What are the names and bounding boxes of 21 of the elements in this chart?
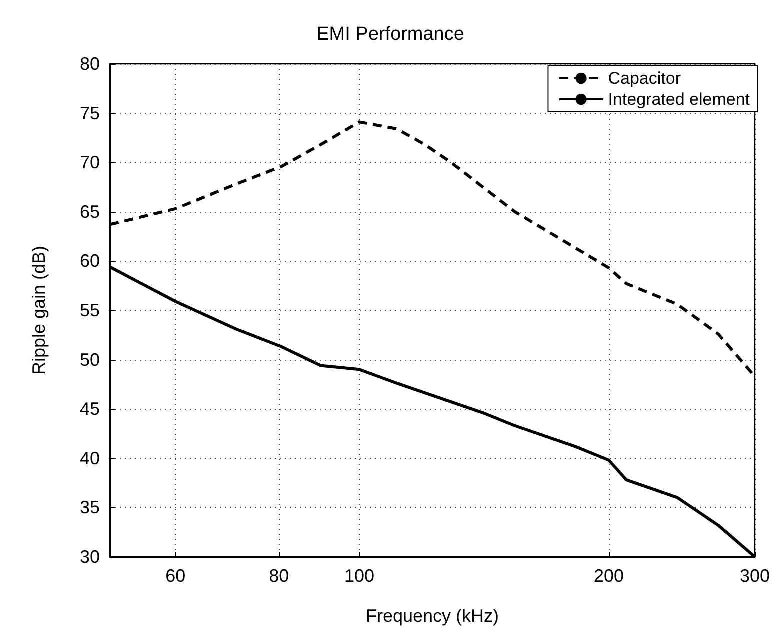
y-tick-label: 50	[80, 350, 100, 370]
x-tick-label: 80	[269, 566, 290, 586]
x-tick-label: 100	[344, 566, 375, 586]
y-axis-title: Ripple gain (dB)	[29, 246, 49, 376]
y-tick-label: 65	[80, 202, 100, 222]
y-tick-label: 35	[80, 498, 100, 518]
y-tick-label: 55	[80, 300, 100, 320]
x-axis-title: Frequency (kHz)	[366, 606, 500, 626]
y-tick-label: 45	[80, 399, 100, 420]
x-tick-label: 60	[166, 566, 186, 586]
x-tick-label: 200	[594, 566, 624, 586]
y-tick-label: 70	[80, 152, 100, 173]
y-tick-label: 30	[80, 547, 100, 567]
y-tick-label: 40	[80, 448, 100, 468]
chart-title: EMI Performance	[316, 24, 464, 45]
legend-label: Integrated element	[608, 90, 750, 109]
legend-label: Capacitor	[608, 69, 682, 88]
x-tick-label: 300	[740, 566, 770, 586]
y-tick-label: 80	[80, 54, 100, 74]
y-tick-label: 60	[80, 251, 100, 272]
y-tick-label: 75	[80, 103, 100, 124]
